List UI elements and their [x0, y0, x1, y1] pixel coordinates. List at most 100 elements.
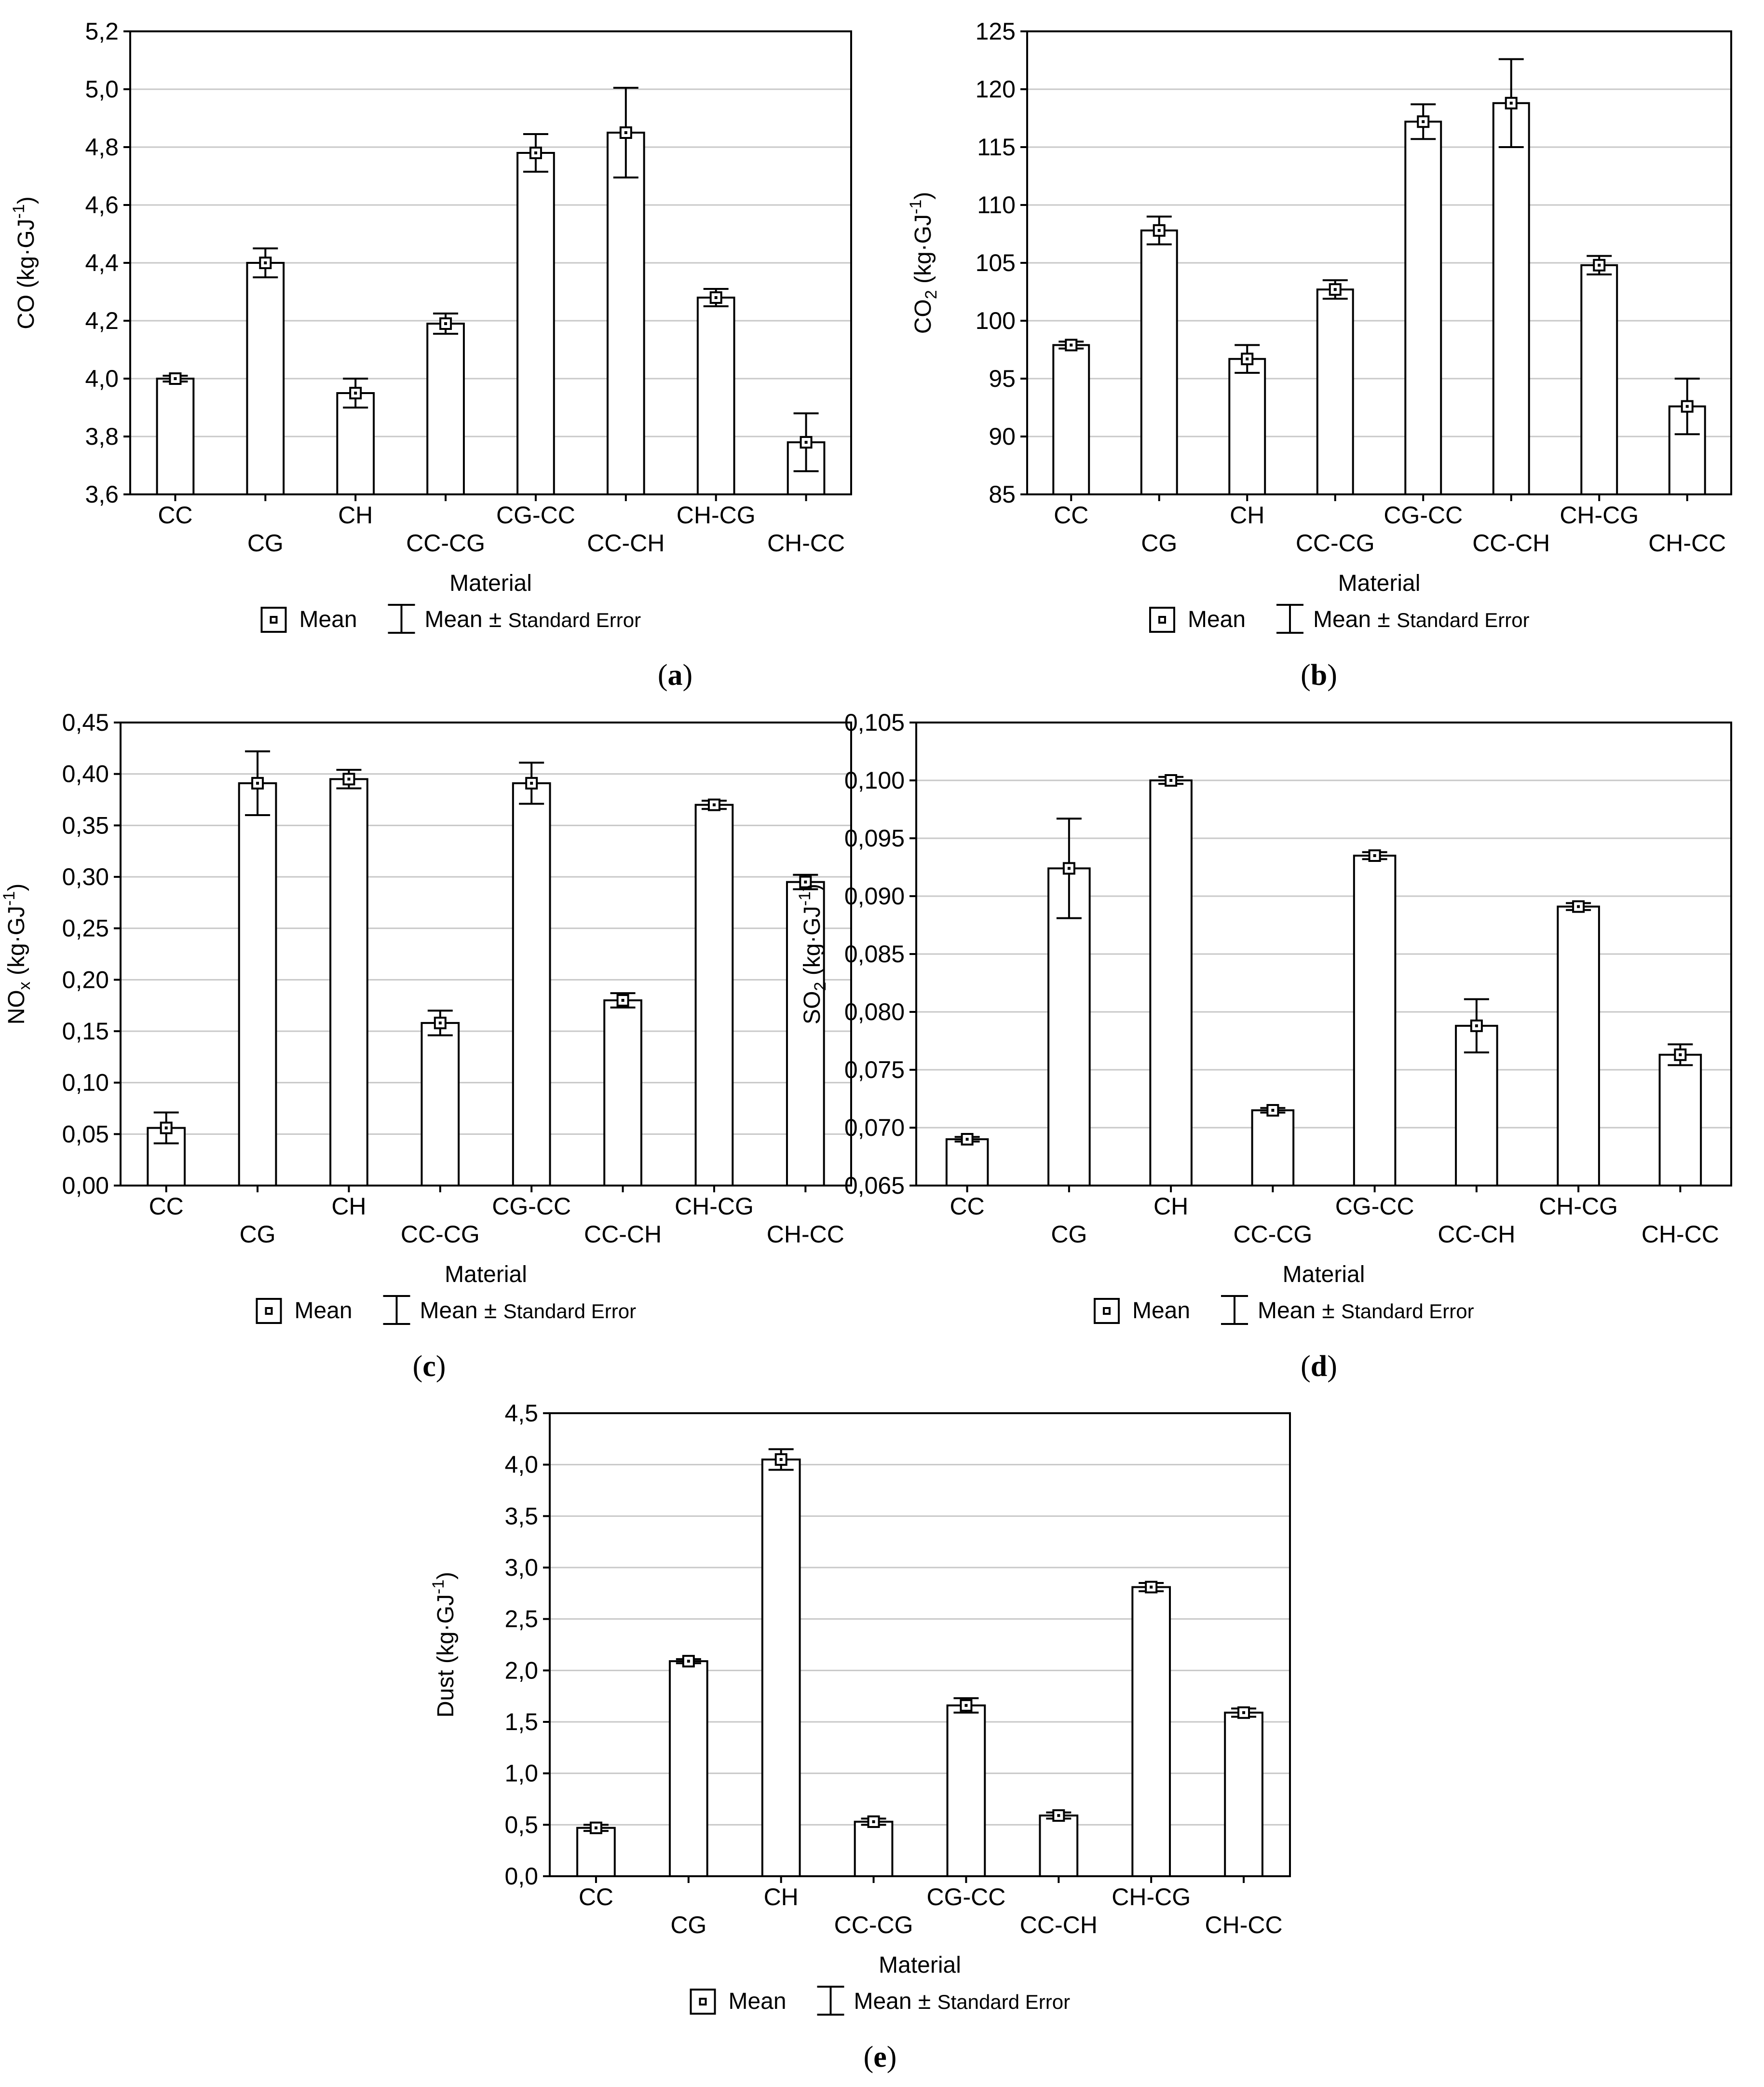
bar-CH-CG [694, 804, 734, 1187]
legend-error-symbol [817, 1986, 844, 2016]
x-tick-label: CH [1153, 1193, 1188, 1220]
x-tick-label: CC [158, 502, 192, 529]
legend-mean-se-suffix: Standard Error [503, 1300, 636, 1323]
bar-CC [1052, 344, 1090, 496]
y-axis-label-sup: -1 [429, 1580, 448, 1594]
mean-marker-dot [347, 778, 351, 781]
y-tick-label: 0,15 [62, 1018, 109, 1045]
bar-CC-CG [421, 1022, 460, 1187]
panel-caption-close: ) [436, 1350, 446, 1383]
x-tick-label: CC-CH [1472, 530, 1550, 557]
bar-CG-CC [512, 782, 551, 1187]
x-tick-label: CC [1054, 502, 1088, 529]
bar-CC-CG [1316, 288, 1354, 495]
y-tick-label: 1,5 [504, 1708, 538, 1735]
y-tick-label: 5,0 [85, 76, 119, 103]
panel-caption-close: ) [1327, 659, 1337, 692]
mean-marker-dot [621, 999, 624, 1002]
x-tick-label: CH-CC [767, 1221, 844, 1248]
panel-caption: (b) [1301, 659, 1337, 692]
mean-marker-dot [256, 781, 259, 785]
x-tick-label: CH-CG [1539, 1193, 1618, 1220]
x-tick-label: CH [764, 1883, 799, 1910]
mean-marker-dot [1242, 1711, 1246, 1714]
bar-CG [1047, 867, 1091, 1187]
y-tick-label: 4,0 [85, 365, 119, 392]
legend-mean-marker [1158, 616, 1166, 624]
y-tick-label: 0,05 [62, 1120, 109, 1147]
plot-frame [915, 722, 1732, 1187]
y-axis-label-sub: 2 [811, 982, 829, 991]
panel-caption-close: ) [1327, 1350, 1337, 1383]
legend-error-symbol [1221, 1295, 1248, 1325]
bar-CC [945, 1138, 989, 1187]
y-axis-label-sub: 2 [922, 290, 940, 299]
panel-caption-letter: e [873, 2041, 887, 2073]
x-tick-label: CH-CG [1112, 1883, 1191, 1910]
bar-CC [156, 378, 195, 495]
y-tick-label: 0,085 [844, 941, 905, 968]
panel-caption-letter: d [1311, 1350, 1327, 1383]
y-tick-label: 125 [976, 18, 1016, 45]
chart-panel-d: 0,065 0,070 0,075 0,080 0,085 0,090 0,095 0,100… [796, 709, 1732, 1383]
legend-mean-se-prefix: Mean ± [420, 1298, 503, 1323]
y-tick-label: 4,2 [85, 307, 119, 334]
x-tick-label: CG-CC [927, 1883, 1006, 1910]
mean-marker-dot [624, 131, 627, 134]
x-tick-label: CC [579, 1883, 613, 1910]
mean-marker-dot [534, 151, 537, 154]
legend-mean-se-suffix: Standard Error [937, 1991, 1070, 2013]
mean-marker-dot [1067, 867, 1071, 870]
x-tick-label: CG [670, 1911, 706, 1938]
mean-marker-dot [779, 1458, 783, 1461]
y-tick-label: 0,30 [62, 863, 109, 890]
y-axis-label-sup: -1 [796, 891, 814, 906]
bar-CH [761, 1459, 801, 1877]
x-tick-label: CG [247, 530, 284, 557]
chart-panel-b: 85 90 95 100 105 110 115 120 125 CC CG CH CC-CG CG-CC… [907, 18, 1732, 692]
legend-mean-se-suffix: Standard Error [1397, 609, 1529, 631]
bar-CC-CH [603, 999, 642, 1187]
bar-CC-CG [854, 1820, 894, 1878]
mean-marker-dot [1577, 905, 1580, 908]
chart-panel-c: 0,00 0,05 0,10 0,15 0,20 0,25 0,30 0,35 0,40 0,45… [0, 709, 852, 1383]
y-tick-label: 90 [989, 423, 1016, 450]
bar-CH-CC [1224, 1711, 1263, 1878]
bar-CH-CG [1131, 1586, 1171, 1878]
bar-CG-CC [1404, 121, 1442, 495]
legend-error-symbol [1276, 604, 1303, 634]
mean-marker-dot [1685, 405, 1689, 408]
y-tick-label: 4,5 [504, 1400, 538, 1427]
legend-mean-label: Mean [1188, 607, 1246, 632]
y-axis-label-main: CO [910, 299, 936, 334]
bar-CC-CG [1251, 1109, 1295, 1187]
x-tick-label: CC-CH [1020, 1911, 1098, 1938]
x-tick-label: CG [240, 1221, 276, 1248]
bar-CC-CH [1492, 102, 1530, 496]
y-tick-label: 3,5 [504, 1502, 538, 1529]
panel-caption: (e) [864, 2041, 897, 2073]
y-tick-label: 0,070 [844, 1114, 905, 1141]
y-tick-label: 85 [989, 481, 1016, 508]
y-tick-label: 4,4 [85, 249, 119, 276]
bar-CH-CG [696, 297, 735, 495]
mean-marker-dot [1679, 1053, 1682, 1056]
y-axis-label-sub: x [15, 982, 34, 990]
y-tick-label: 0,5 [504, 1811, 538, 1838]
y-axis-label: Dust (kg·GJ-1) [429, 1572, 459, 1718]
legend-error-symbol [383, 1295, 410, 1325]
x-tick-label: CH-CG [677, 502, 756, 529]
y-axis-label-main: Dust (kg·GJ [433, 1594, 459, 1718]
x-axis-label: Material [1283, 1262, 1365, 1287]
mean-marker-dot [804, 441, 808, 444]
bar-CG [668, 1660, 708, 1877]
y-axis-label-main: SO [800, 991, 825, 1024]
bar-CG [246, 262, 285, 495]
bar-CG-CC [516, 152, 555, 495]
y-axis-label-main2: (kg·GJ [910, 214, 936, 290]
plot-frame [120, 722, 852, 1187]
mean-marker-dot [714, 296, 718, 299]
mean-marker-dot [1475, 1024, 1478, 1027]
y-tick-label: 0,080 [844, 998, 905, 1025]
